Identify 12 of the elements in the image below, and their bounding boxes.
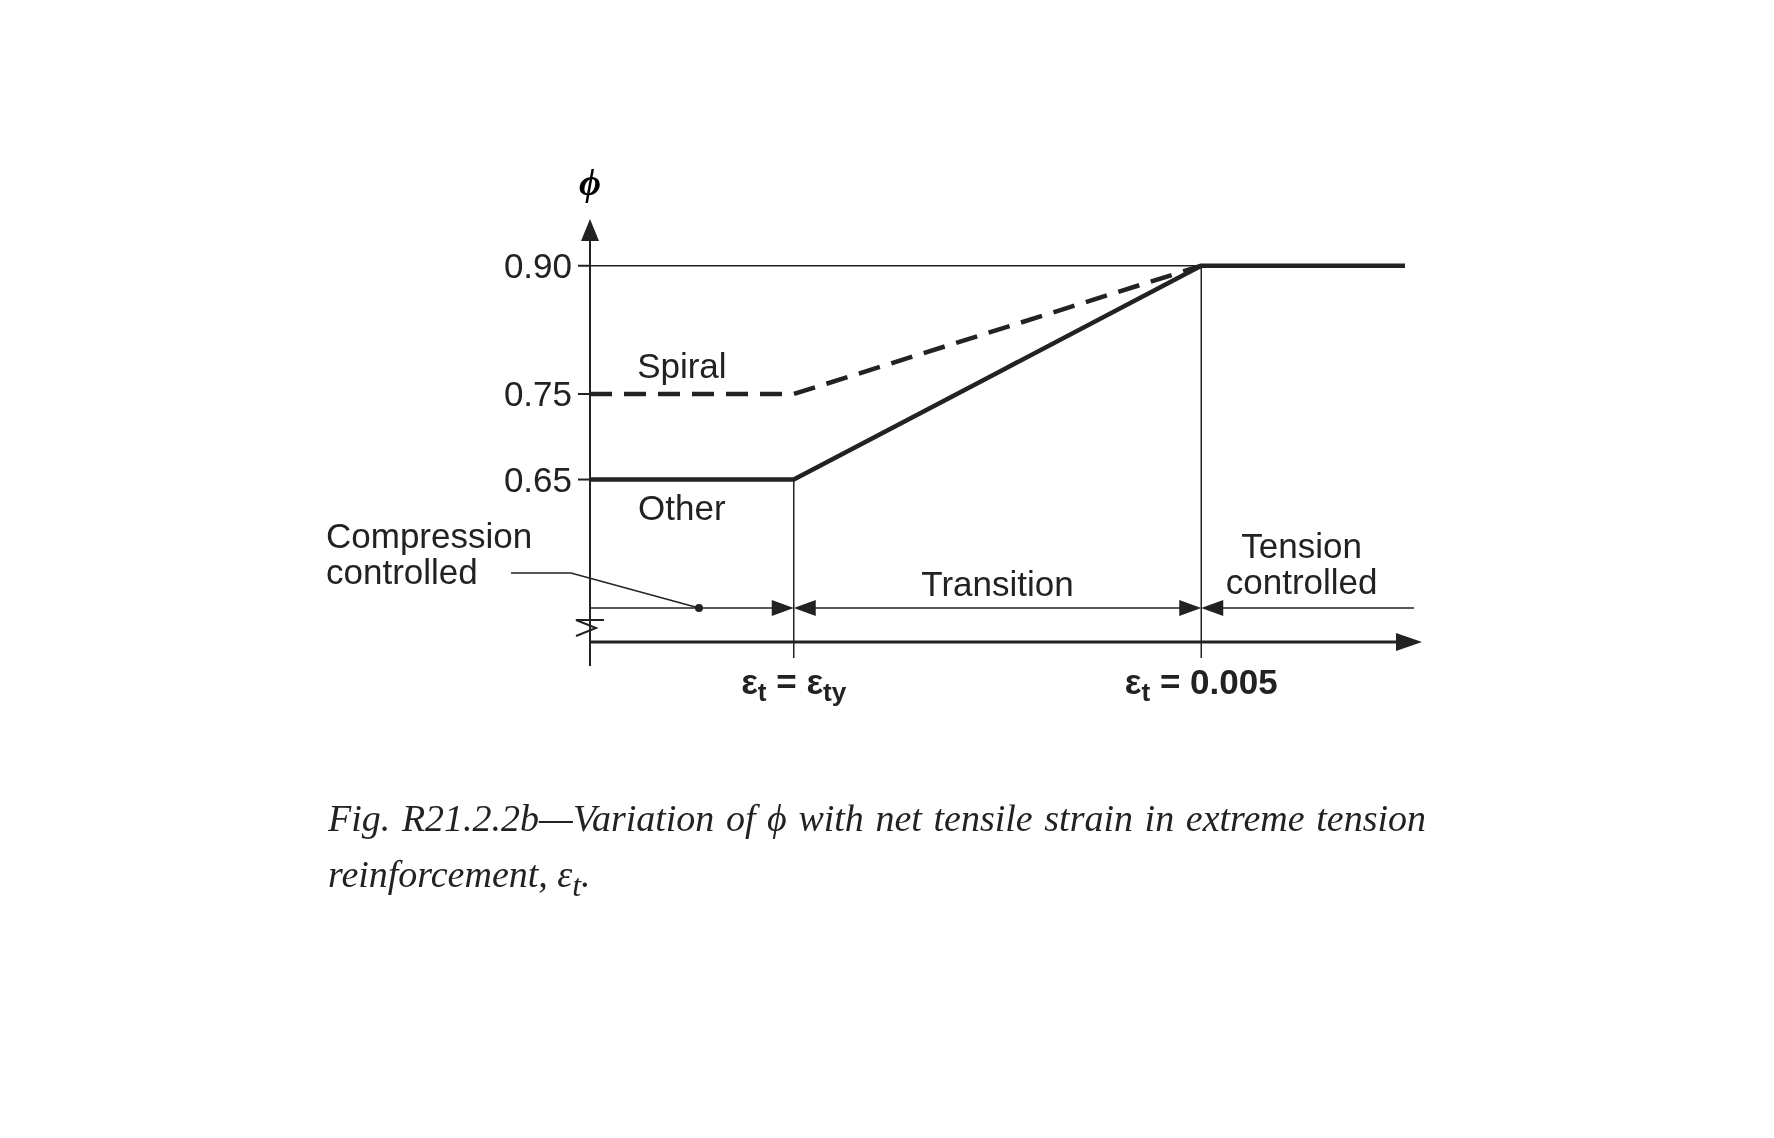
y-axis-title: ϕ — [579, 161, 601, 203]
annotation: Transition — [921, 564, 1074, 603]
series-label: Spiral — [637, 346, 727, 386]
x-tick-label: ε$_{t}$ = ε$_{ty}$ — [741, 662, 847, 707]
y-tick-label: 0.75 — [503, 374, 572, 414]
series-label: Other — [638, 487, 726, 527]
text: Compression controlled — [326, 516, 533, 591]
annotation: Tension controlled — [1225, 526, 1378, 601]
y-tick-label: 0.65 — [503, 459, 572, 499]
x-tick-label: ε$_{t}$ = 0.005 — [1124, 662, 1278, 707]
y-tick-label: 0.90 — [503, 245, 572, 285]
text: Fig. R21.2.2b—Variation of ϕ with net tensile strain in extreme tension reinforcement, ε$_{t}$. — [328, 796, 1426, 905]
